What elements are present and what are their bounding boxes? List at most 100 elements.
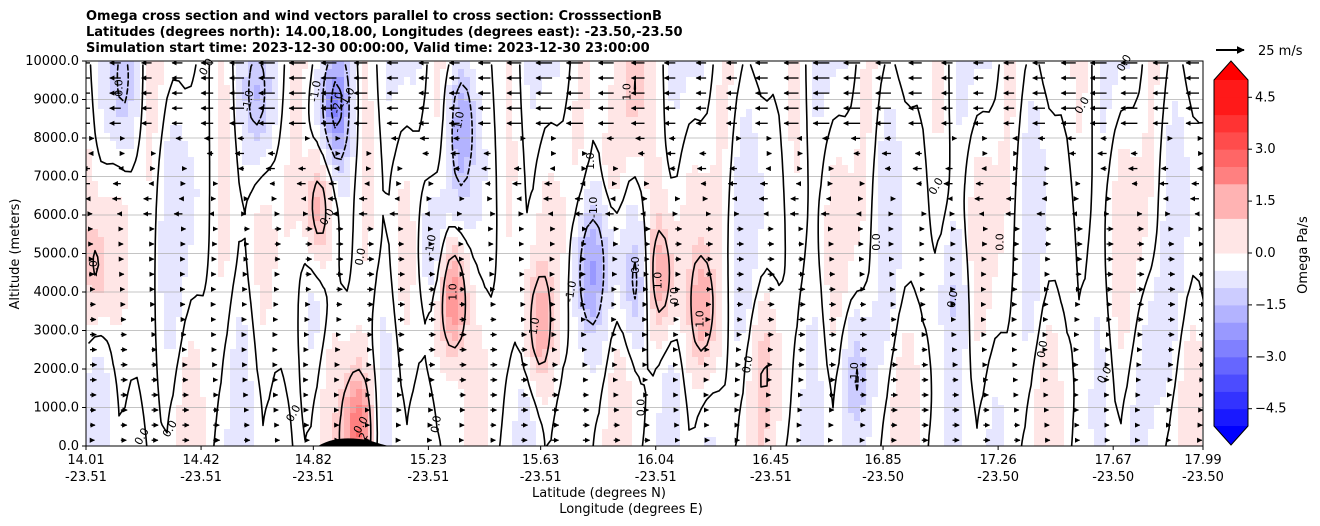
heat-cell [746, 173, 753, 182]
heat-cell [758, 133, 765, 142]
heat-cell [182, 149, 189, 158]
heat-cell [1016, 101, 1023, 110]
heat-cell [116, 157, 123, 166]
heat-cell [254, 109, 261, 118]
heat-cell [608, 85, 615, 94]
heat-cell [944, 101, 951, 110]
heat-cell [614, 149, 621, 158]
heat-cell [392, 133, 399, 142]
heat-cell [140, 181, 147, 190]
heat-cell [122, 269, 129, 278]
heat-cell [416, 85, 423, 94]
heat-cell [458, 253, 465, 262]
heat-cell [446, 261, 453, 270]
heat-cell [236, 101, 243, 110]
heat-cell [1196, 117, 1203, 126]
heat-cell [878, 69, 885, 78]
heat-cell [1148, 253, 1155, 262]
heat-cell [1046, 237, 1053, 246]
heat-cell [800, 77, 807, 86]
heat-cell [1058, 69, 1065, 78]
heat-cell [560, 109, 567, 118]
heat-cell [170, 197, 177, 206]
heat-cell [1022, 93, 1029, 102]
heat-cell [728, 237, 735, 246]
heat-cell [374, 141, 381, 150]
heat-cell [734, 197, 741, 206]
heat-cell [92, 253, 99, 262]
heat-cell [728, 229, 735, 238]
heat-cell [860, 197, 867, 206]
heat-cell [518, 173, 525, 182]
heat-cell [704, 221, 711, 230]
heat-cell [1178, 141, 1185, 150]
heat-cell [926, 77, 933, 86]
heat-cell [416, 93, 423, 102]
heat-cell [260, 261, 267, 270]
heat-cell [716, 149, 723, 158]
heat-cell [818, 165, 825, 174]
heat-cell [500, 133, 507, 142]
heat-cell [296, 213, 303, 222]
heat-cell [710, 85, 717, 94]
heat-cell [350, 173, 357, 182]
heat-cell [374, 245, 381, 254]
heat-cell [446, 229, 453, 238]
heat-cell [452, 101, 459, 110]
heat-cell [1172, 229, 1179, 238]
heat-cell [278, 253, 285, 262]
heat-cell [368, 269, 375, 278]
heat-cell [626, 189, 633, 198]
heat-cell [770, 165, 777, 174]
heat-cell [548, 221, 555, 230]
heat-cell [524, 133, 531, 142]
heat-cell [386, 141, 393, 150]
heat-cell [950, 261, 957, 270]
heat-cell [188, 61, 195, 70]
title-line-3: Simulation start time: 2023-12-30 00:00:… [86, 41, 650, 56]
heat-cell [542, 101, 549, 110]
heat-cell [188, 77, 195, 86]
heat-cell [1154, 245, 1161, 254]
heat-cell [566, 173, 573, 182]
heat-cell [926, 229, 933, 238]
heat-cell [578, 157, 585, 166]
heat-cell [926, 245, 933, 254]
heat-cell [524, 101, 531, 110]
heat-cell [170, 173, 177, 182]
heat-cell [1034, 133, 1041, 142]
heat-cell [560, 221, 567, 230]
heat-cell [1034, 125, 1041, 134]
heat-cell [932, 85, 939, 94]
heat-cell [830, 133, 837, 142]
heat-cell [500, 117, 507, 126]
heat-cell [1070, 261, 1077, 270]
heat-cell [1034, 85, 1041, 94]
heat-cell [428, 85, 435, 94]
heat-cell [1142, 93, 1149, 102]
heat-cell [584, 229, 591, 238]
heat-cell [1046, 101, 1053, 110]
heat-cell [140, 93, 147, 102]
heat-cell [554, 85, 561, 94]
heat-cell [848, 85, 855, 94]
heat-cell [110, 141, 117, 150]
heat-cell [110, 77, 117, 86]
heat-cell [536, 205, 543, 214]
heat-cell [548, 117, 555, 126]
heat-cell [488, 253, 495, 262]
heat-cell [704, 253, 711, 262]
heat-cell [764, 141, 771, 150]
heat-cell [806, 85, 813, 94]
heat-cell [902, 101, 909, 110]
heat-cell [374, 149, 381, 158]
heat-cell [770, 181, 777, 190]
heat-cell [464, 149, 471, 158]
heat-cell [596, 173, 603, 182]
heat-cell [1100, 189, 1107, 198]
heat-cell [608, 261, 615, 270]
heat-cell [962, 85, 969, 94]
heat-cell [278, 133, 285, 142]
heat-cell [344, 229, 351, 238]
heat-cell [110, 229, 117, 238]
